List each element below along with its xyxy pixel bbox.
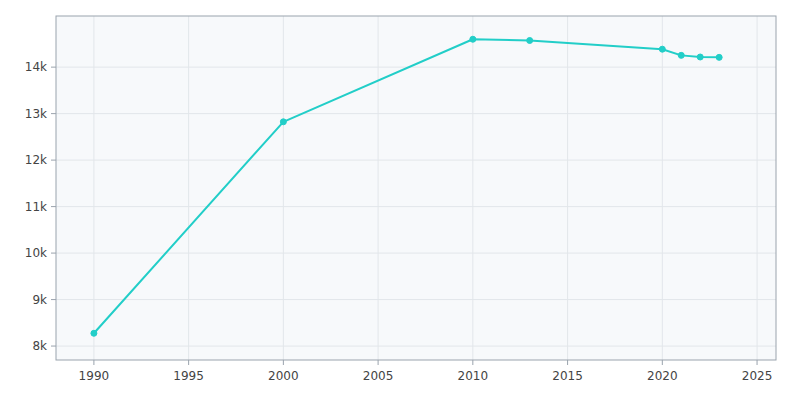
x-tick: [188, 360, 189, 365]
plot-background: [56, 16, 776, 360]
y-tick: [51, 206, 56, 207]
y-tick: [51, 299, 56, 300]
x-tick-label: 2015: [552, 369, 583, 383]
grid-line-y: [56, 346, 776, 347]
axes: 1990 1995 2000 2005 2010 2015 2020 2025 8k 9k 10k 1…: [25, 60, 773, 383]
x-tick-label: 2005: [363, 369, 394, 383]
y-tick: [51, 113, 56, 114]
x-tick: [567, 360, 568, 365]
grid-line-y: [56, 299, 776, 300]
y-tick-label: 8k: [32, 339, 47, 353]
y-tick-label: 11k: [25, 200, 47, 214]
population-line: [94, 39, 719, 333]
data-point: [678, 52, 684, 58]
data-point: [91, 330, 97, 336]
x-tick: [378, 360, 379, 365]
x-tick: [93, 360, 94, 365]
y-tick-label: 12k: [25, 153, 47, 167]
grid-line-y: [56, 113, 776, 114]
data-point: [659, 46, 665, 52]
data-point: [716, 54, 722, 60]
x-tick-label: 2020: [647, 369, 678, 383]
y-tick-label: 9k: [32, 293, 47, 307]
data-point: [470, 36, 476, 42]
grid: [56, 16, 776, 360]
y-tick-label: 10k: [25, 246, 47, 260]
x-tick: [757, 360, 758, 365]
y-tick: [51, 160, 56, 161]
grid-line-y: [56, 160, 776, 161]
data-point: [280, 119, 286, 125]
chart-container: 1990 1995 2000 2005 2010 2015 2020 2025 8k 9k 10k 1…: [0, 0, 800, 400]
x-tick-label: 2010: [458, 369, 489, 383]
y-tick: [51, 253, 56, 254]
x-tick: [283, 360, 284, 365]
x-tick: [662, 360, 663, 365]
y-tick: [51, 346, 56, 347]
grid-line-y: [56, 253, 776, 254]
data-point: [697, 54, 703, 60]
x-tick: [472, 360, 473, 365]
grid-line-y: [56, 206, 776, 207]
data-layer: [91, 36, 722, 336]
x-tick-label: 2025: [742, 369, 773, 383]
x-tick-label: 2000: [268, 369, 299, 383]
plot-frame: [56, 16, 776, 360]
y-tick: [51, 67, 56, 68]
chart-svg: 1990 1995 2000 2005 2010 2015 2020 2025 8k 9k 10k 1…: [0, 0, 800, 400]
x-tick-label: 1990: [79, 369, 110, 383]
y-tick-label: 13k: [25, 107, 47, 121]
data-point: [527, 37, 533, 43]
grid-line-y: [56, 67, 776, 68]
x-tick-label: 1995: [173, 369, 204, 383]
y-tick-label: 14k: [25, 60, 47, 74]
